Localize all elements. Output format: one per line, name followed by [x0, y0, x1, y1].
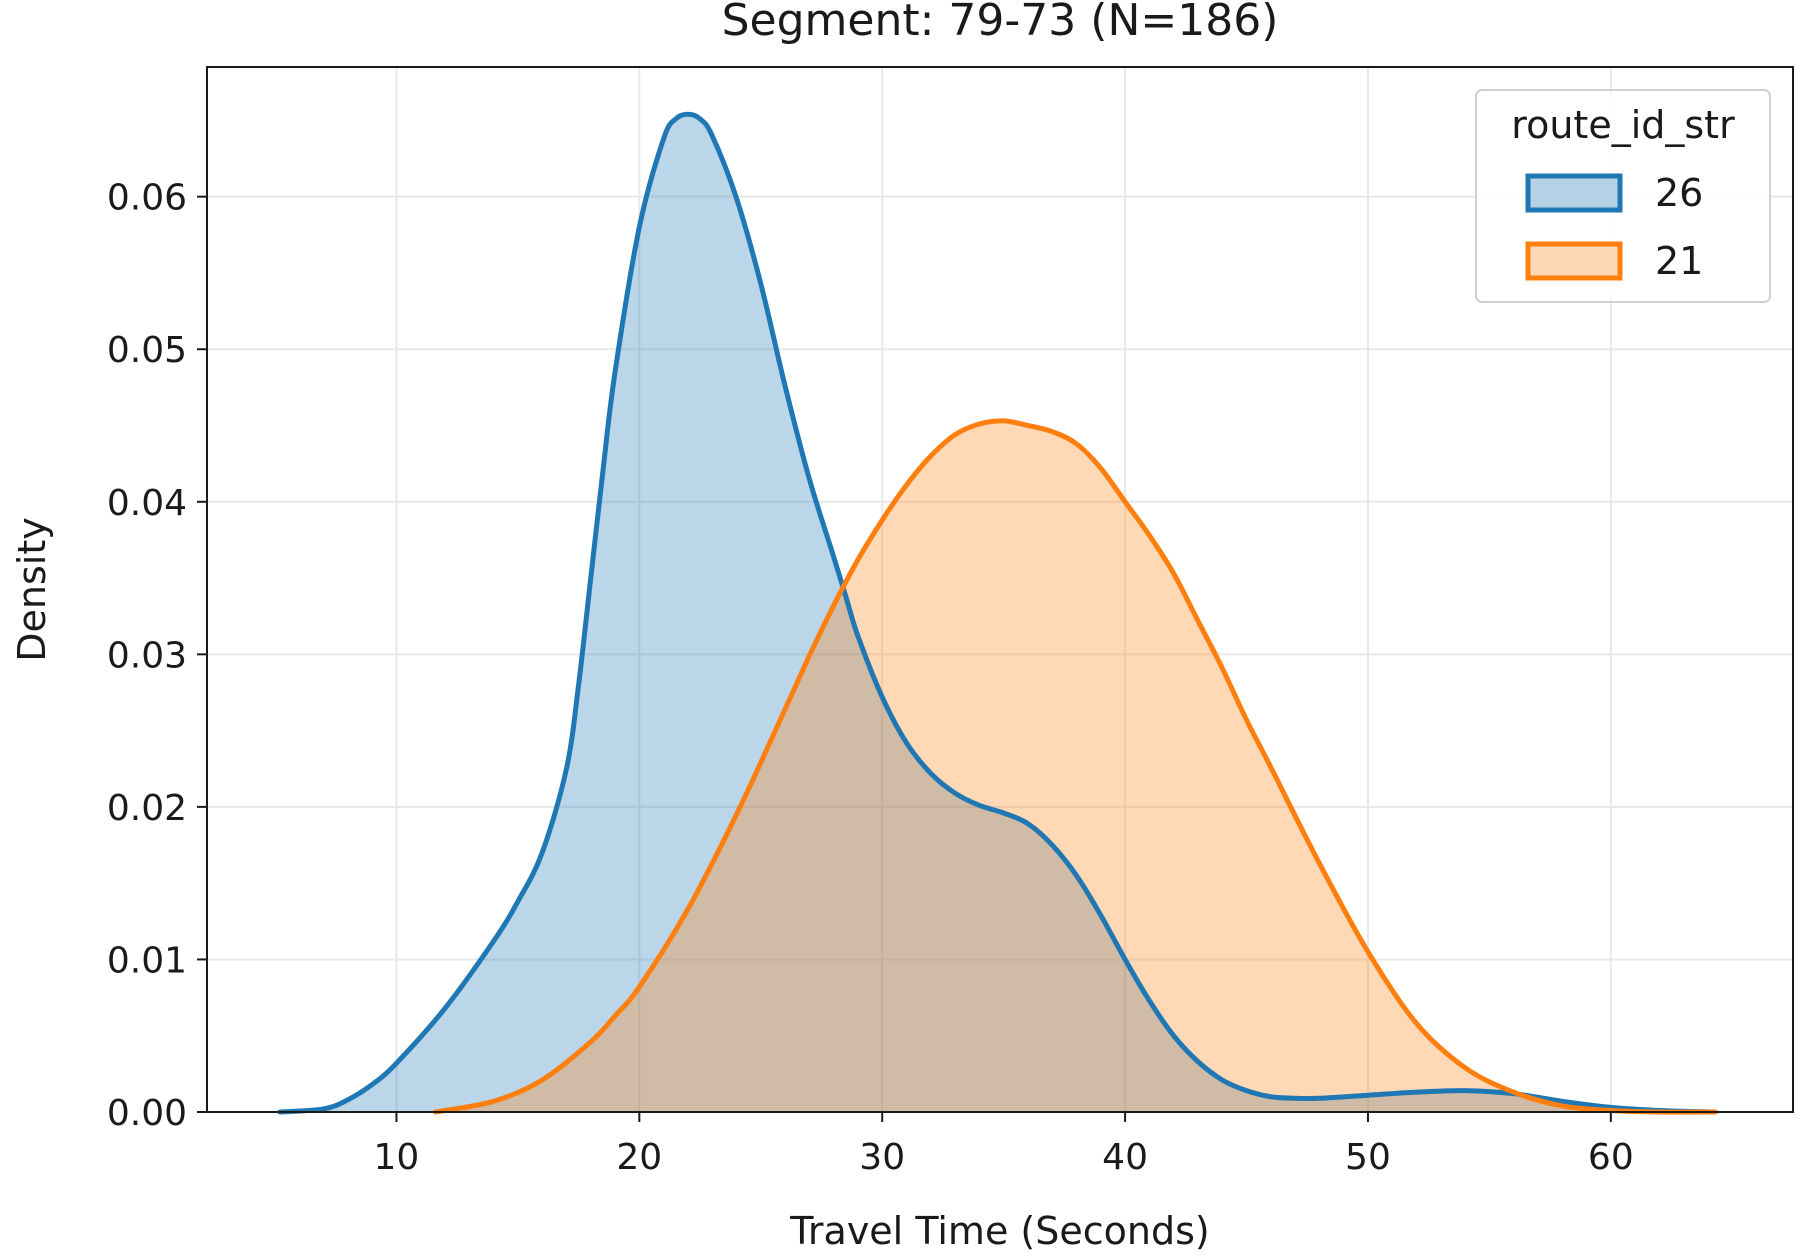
legend: route_id_str 26 21 — [1475, 89, 1771, 303]
plot-frame — [206, 66, 1794, 1113]
tick-layer: 10 20 30 40 50 60 0.00 0.01 0.02 0.03 0.04 0.05 0.06 — [107, 178, 1634, 1178]
area-layer — [279, 114, 1716, 1113]
y-tick-label: 0.05 — [107, 330, 187, 371]
density-area-21 — [435, 420, 1716, 1113]
legend-swatch-26 — [1525, 173, 1623, 213]
y-axis-label: Density — [10, 517, 54, 661]
x-tick-label: 40 — [1102, 1137, 1148, 1178]
line-layer — [277, 111, 1718, 1115]
x-tick-label: 60 — [1588, 1137, 1634, 1178]
y-tick-label: 0.01 — [107, 940, 187, 981]
x-tick-label: 50 — [1345, 1137, 1391, 1178]
y-tick-label: 0.04 — [107, 483, 187, 524]
y-tick-label: 0.03 — [107, 635, 187, 676]
density-line-26 — [277, 111, 1718, 1115]
x-tick-label: 20 — [616, 1137, 662, 1178]
density-area-26 — [279, 114, 1716, 1113]
legend-items: 26 21 — [1525, 171, 1703, 283]
x-tick-label: 30 — [859, 1137, 905, 1178]
legend-title: route_id_str — [1511, 103, 1735, 147]
legend-label-26: 26 — [1655, 171, 1703, 215]
x-axis-label: Travel Time (Seconds) — [789, 1209, 1209, 1253]
y-tick-label: 0.00 — [107, 1093, 187, 1134]
y-tick-label: 0.06 — [107, 178, 187, 219]
legend-swatch-21 — [1525, 241, 1623, 281]
density-line-21 — [432, 418, 1718, 1115]
x-tick-label: 10 — [374, 1137, 420, 1178]
chart-title: Segment: 79-73 (N=186) — [722, 0, 1279, 46]
y-tick-label: 0.02 — [107, 788, 187, 829]
legend-label-21: 21 — [1655, 239, 1703, 283]
